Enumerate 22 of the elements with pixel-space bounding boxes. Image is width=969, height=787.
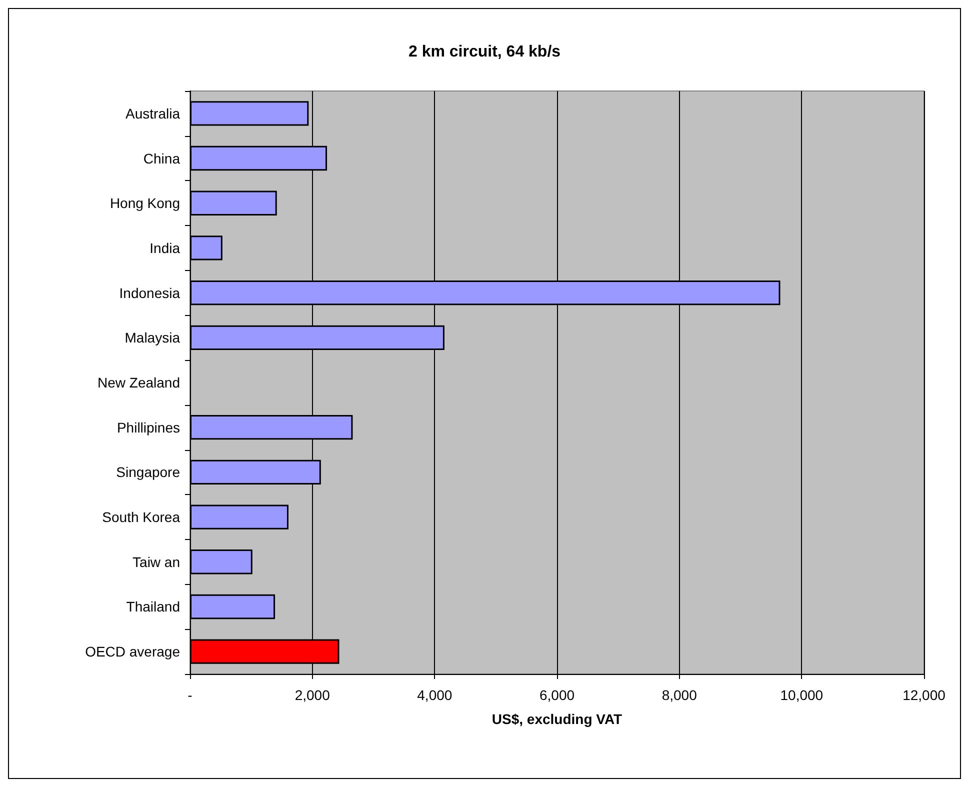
x-tick-label: - bbox=[188, 687, 193, 703]
x-tick-label: 2,000 bbox=[294, 687, 330, 703]
x-tick-label: 4,000 bbox=[417, 687, 452, 703]
y-tick-label: New Zealand bbox=[98, 374, 180, 390]
x-axis-title: US$, excluding VAT bbox=[492, 711, 623, 727]
y-tick-label: Malaysia bbox=[124, 330, 180, 346]
y-tick-label: Indonesia bbox=[119, 284, 180, 301]
x-tick-label: 6,000 bbox=[539, 687, 575, 703]
x-tick-label: 12,000 bbox=[902, 687, 946, 703]
y-tick-label: OECD average bbox=[85, 644, 180, 660]
y-tick-label: South Korea bbox=[102, 509, 180, 526]
x-tick-label: 8,000 bbox=[662, 687, 698, 703]
y-tick-label: Singapore bbox=[116, 464, 180, 480]
chart-title: 2 km circuit, 64 kb/s bbox=[408, 44, 561, 60]
y-tick-label: Hong Kong bbox=[110, 195, 180, 212]
y-tick-label: Taiw an bbox=[132, 554, 180, 570]
y-tick-label: Thailand bbox=[126, 598, 180, 615]
x-tick-label: 10,000 bbox=[780, 687, 824, 703]
y-tick-label: India bbox=[150, 240, 180, 256]
y-tick-label: Australia bbox=[126, 105, 180, 122]
y-tick-label: Phillipines bbox=[116, 419, 180, 436]
y-tick-label: China bbox=[143, 150, 180, 166]
